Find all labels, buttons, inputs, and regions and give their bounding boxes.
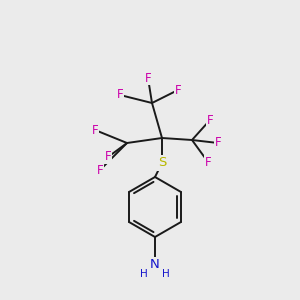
Text: H: H [140, 269, 148, 279]
Text: F: F [207, 113, 213, 127]
Text: F: F [117, 88, 123, 101]
Text: F: F [92, 124, 98, 136]
Text: F: F [205, 155, 211, 169]
Text: H: H [162, 269, 170, 279]
Text: N: N [150, 259, 160, 272]
Text: F: F [97, 164, 103, 176]
Text: F: F [215, 136, 221, 149]
Text: F: F [145, 71, 151, 85]
Text: S: S [158, 157, 166, 169]
Text: F: F [175, 83, 181, 97]
Text: F: F [105, 151, 111, 164]
